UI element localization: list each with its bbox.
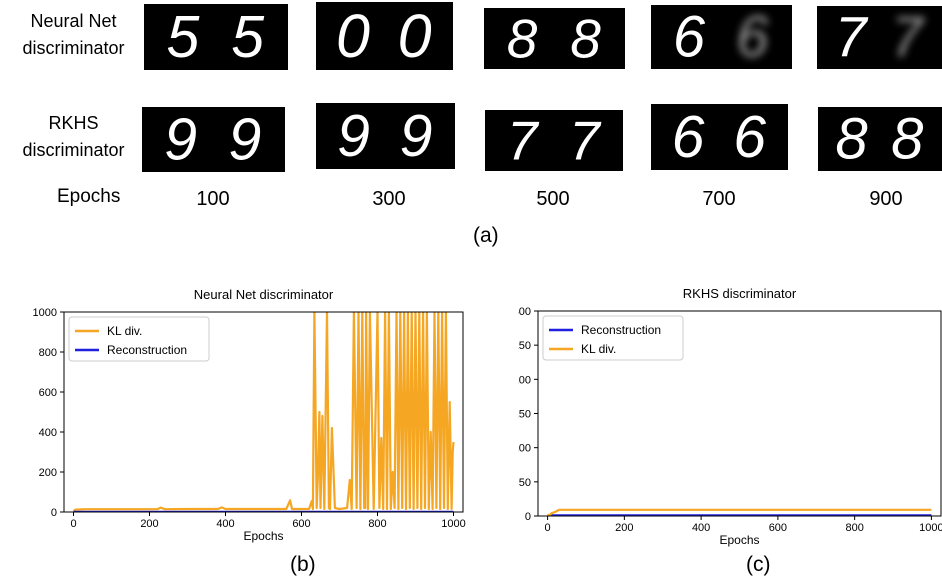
y-tick-label: 0	[525, 511, 531, 523]
series-line-kl-div-	[547, 508, 932, 516]
x-tick-label: 800	[845, 522, 863, 534]
y-tick-label: 300	[518, 306, 531, 318]
digit-generated: 6	[736, 5, 769, 69]
digit-generated: 8	[570, 8, 601, 69]
x-tick-label: 600	[292, 518, 310, 530]
digit-real: 9	[337, 103, 370, 169]
y-tick-label: 200	[39, 467, 57, 479]
digit-real: 8	[835, 107, 867, 171]
digit-real: 8	[507, 8, 538, 69]
digit-generated: 0	[398, 2, 432, 70]
x-tick-label: 400	[692, 522, 710, 534]
digit-real: 0	[336, 2, 370, 70]
row-label-neural-line2: discriminator	[22, 38, 125, 58]
digit-generated: 8	[891, 107, 923, 171]
x-axis-label: Epochs	[243, 529, 283, 543]
x-tick-label: 0	[70, 518, 76, 530]
epoch-value-100: 100	[196, 188, 230, 210]
digit-real: 9	[164, 107, 197, 172]
y-tick-label: 100	[518, 443, 531, 455]
digit-generated: 9	[400, 103, 433, 169]
series-line-kl-div-	[72, 312, 455, 512]
legend-label: Reconstruction	[581, 323, 661, 337]
legend-label: KL div.	[107, 324, 142, 338]
digit-real: 6	[672, 104, 705, 170]
y-tick-label: 50	[519, 477, 531, 489]
digit-real: 7	[835, 6, 869, 69]
chart-neural-net-discriminator: Neural Net discriminator 0 200 400 600 800 100…	[33, 287, 466, 543]
row-label-neural-line1: Neural Net	[30, 11, 117, 31]
y-tick-label: 250	[518, 340, 531, 352]
y-tick-label: 200	[518, 374, 531, 386]
digit-generated: 6	[733, 104, 766, 170]
x-tick-label: 1000	[441, 518, 465, 530]
x-tick-label: 200	[615, 522, 633, 534]
x-tick-label: 0	[545, 522, 551, 534]
x-tick-label: 800	[368, 518, 386, 530]
x-tick-label: 600	[769, 522, 787, 534]
row-label-rkhs: RKHS discriminator	[6, 110, 141, 164]
epoch-value-300: 300	[372, 188, 406, 210]
digit-real: 7	[507, 110, 540, 171]
legend: KL div. Reconstruction	[68, 316, 210, 362]
x-tick-label: 200	[140, 518, 158, 530]
digit-generated: 9	[229, 107, 262, 172]
plot-frame	[63, 311, 464, 513]
digit-generated: 7	[891, 6, 925, 69]
legend: Reconstruction KL div.	[542, 315, 684, 361]
row-label-rkhs-line1: RKHS	[48, 113, 99, 133]
x-tick-label: 1000	[919, 522, 942, 534]
y-tick-label: 400	[39, 427, 57, 439]
chart-title: RKHS discriminator	[683, 286, 797, 301]
row-label-neural: Neural Net discriminator	[6, 8, 141, 62]
panel-label-b: (b)	[290, 553, 316, 576]
digit-generated: 7	[569, 110, 602, 171]
x-axis-label: Epochs	[719, 533, 759, 547]
y-tick-label: 0	[51, 507, 57, 519]
digit-real: 5	[166, 4, 199, 70]
y-tick-label: 600	[39, 387, 57, 399]
x-tick-label: 400	[216, 518, 234, 530]
chart-rkhs-discriminator: RKHS discriminator 0 200 400 600 800 1000 0 50 10…	[518, 286, 942, 547]
y-tick-label: 800	[39, 347, 57, 359]
digit-generated: 5	[231, 4, 264, 70]
y-tick-label: 1000	[33, 307, 57, 319]
epoch-value-900: 900	[869, 188, 903, 210]
chart-title: Neural Net discriminator	[194, 287, 334, 302]
panel-label-c: (c)	[746, 553, 771, 576]
panel-label-a: (a)	[473, 224, 499, 247]
y-tick-label: 150	[518, 409, 531, 421]
epoch-value-500: 500	[536, 188, 570, 210]
legend-label: KL div.	[581, 342, 616, 356]
legend-label: Reconstruction	[107, 343, 187, 357]
epochs-label: Epochs	[57, 186, 121, 207]
row-label-rkhs-line2: discriminator	[22, 140, 125, 160]
digit-real: 6	[673, 5, 706, 69]
epoch-value-700: 700	[702, 188, 736, 210]
